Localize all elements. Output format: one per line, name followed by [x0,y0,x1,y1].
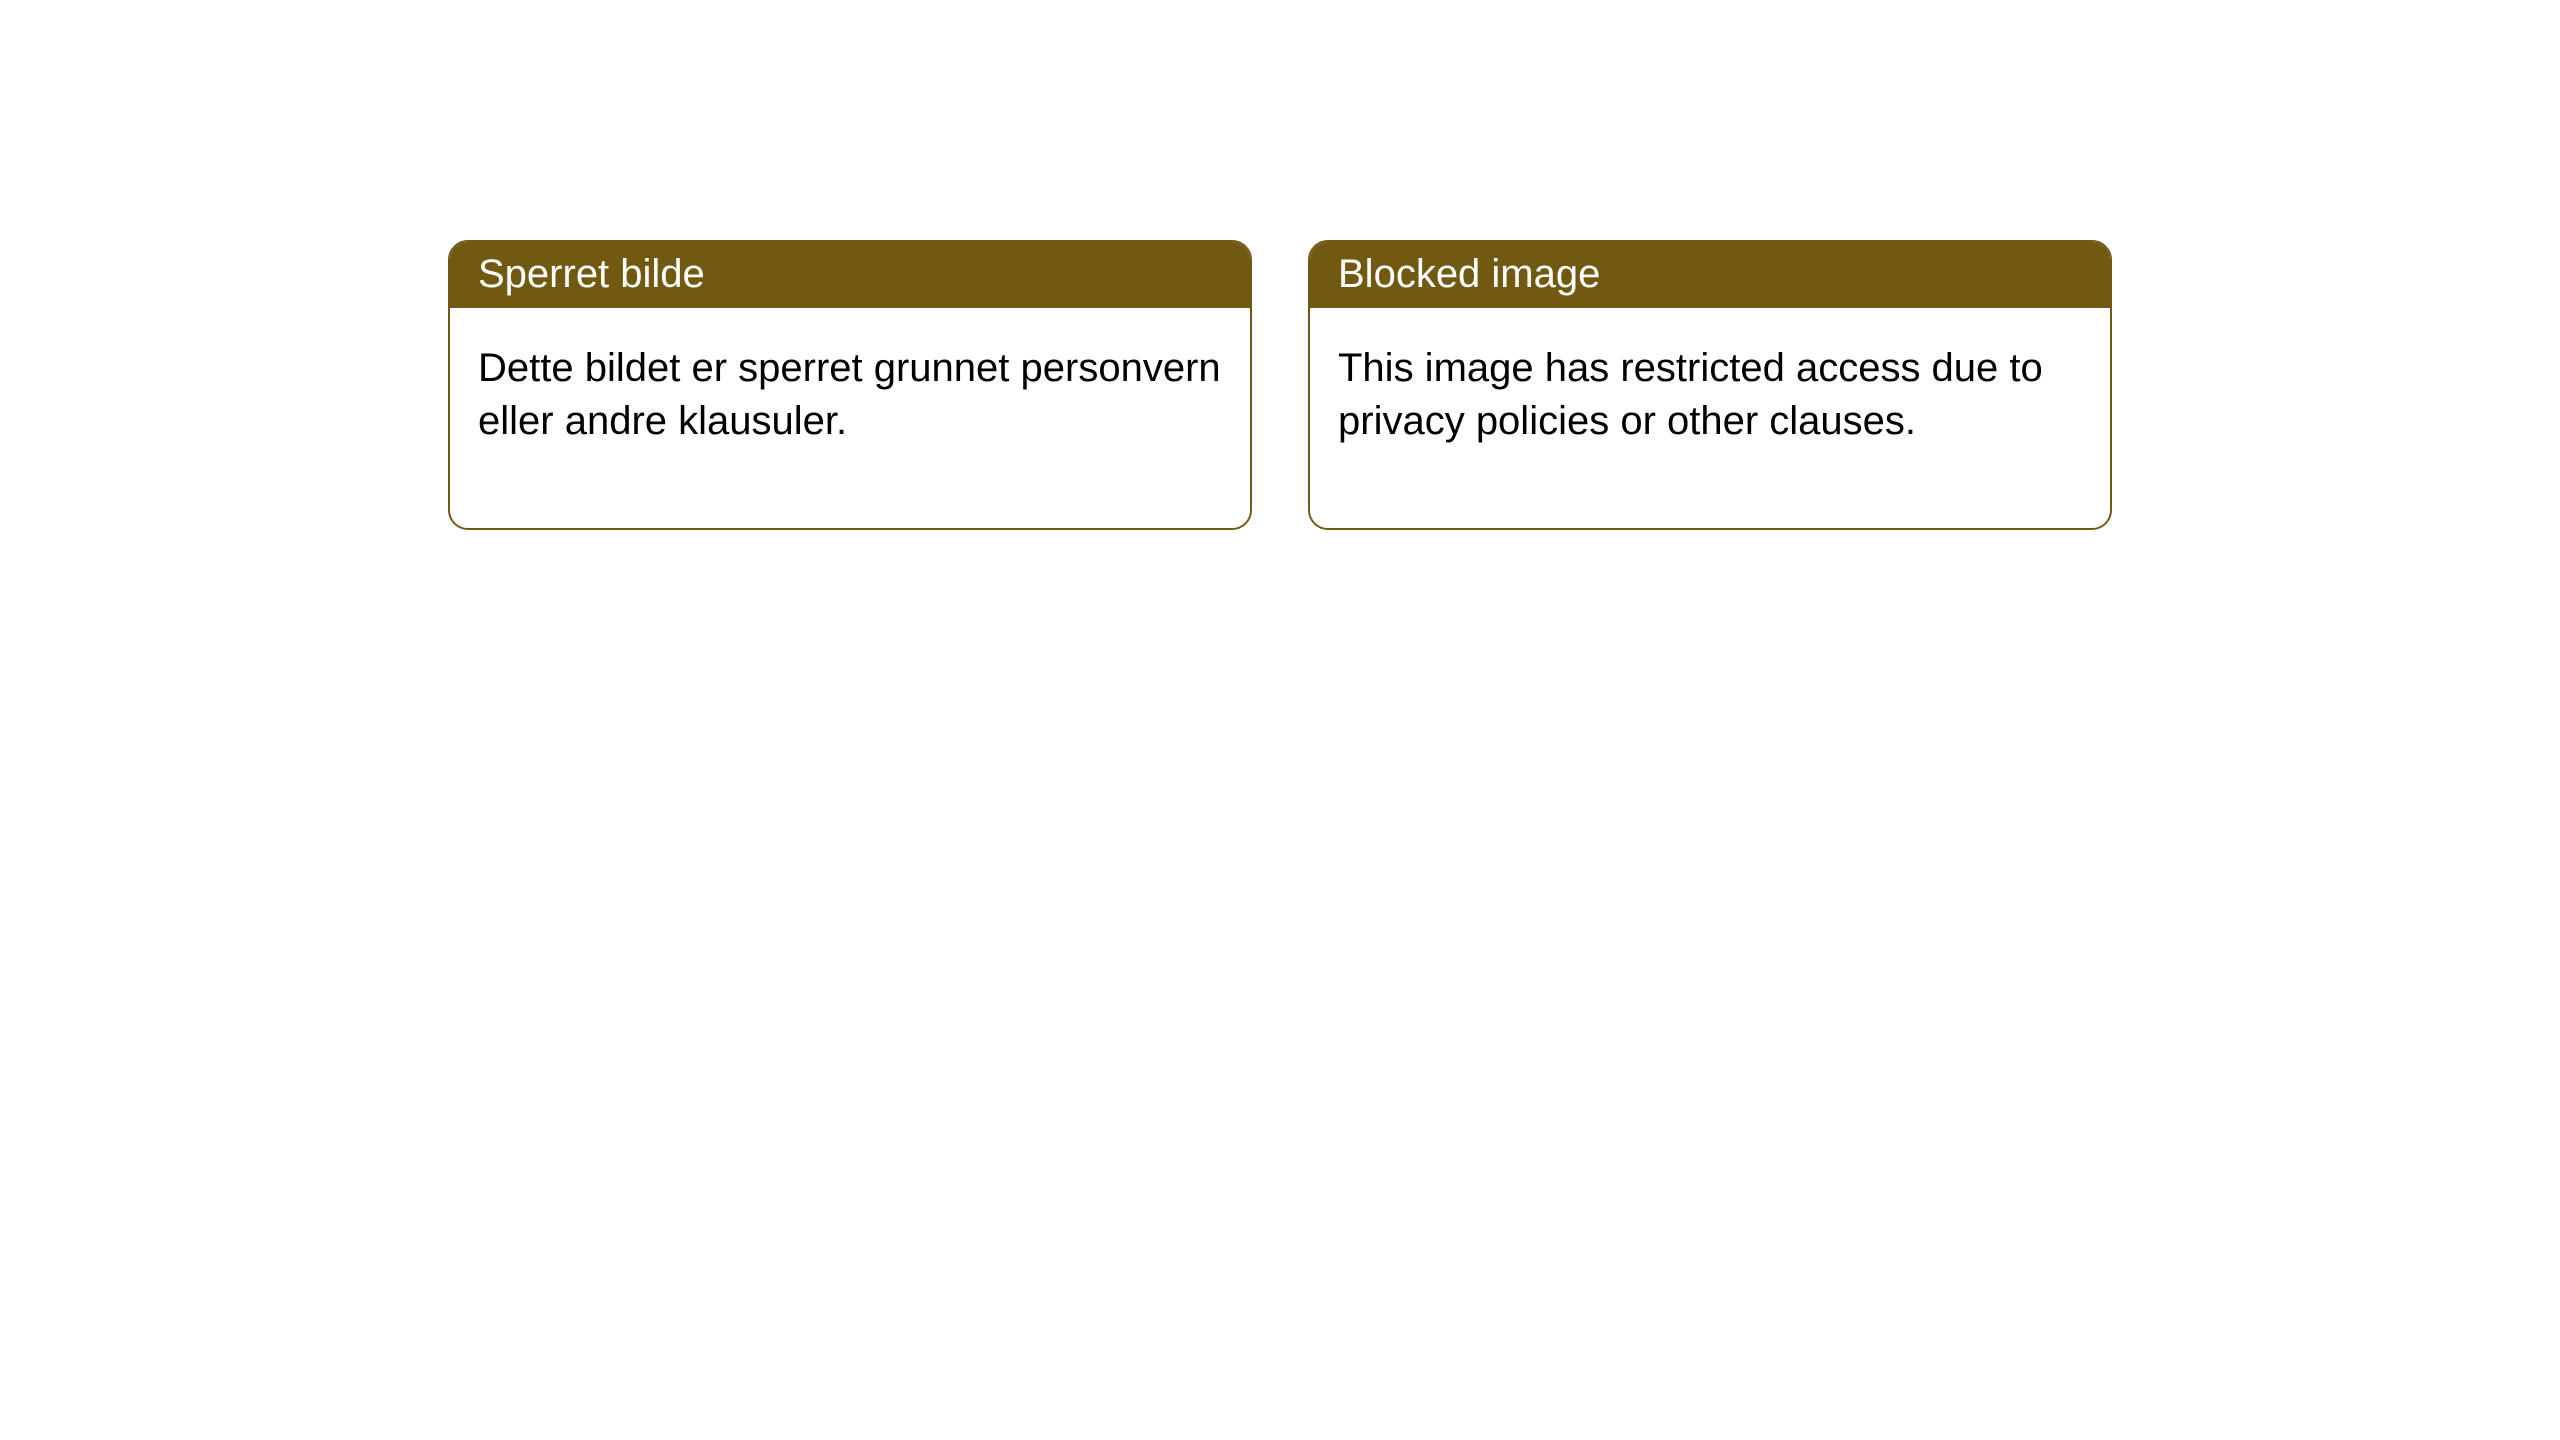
notice-card-no: Sperret bilde Dette bildet er sperret gr… [448,240,1252,530]
notice-title-no: Sperret bilde [450,242,1250,308]
notice-card-en: Blocked image This image has restricted … [1308,240,2112,530]
notice-body-no: Dette bildet er sperret grunnet personve… [450,308,1250,528]
notice-title-en: Blocked image [1310,242,2110,308]
notice-container: Sperret bilde Dette bildet er sperret gr… [0,0,2560,530]
notice-body-en: This image has restricted access due to … [1310,308,2110,528]
